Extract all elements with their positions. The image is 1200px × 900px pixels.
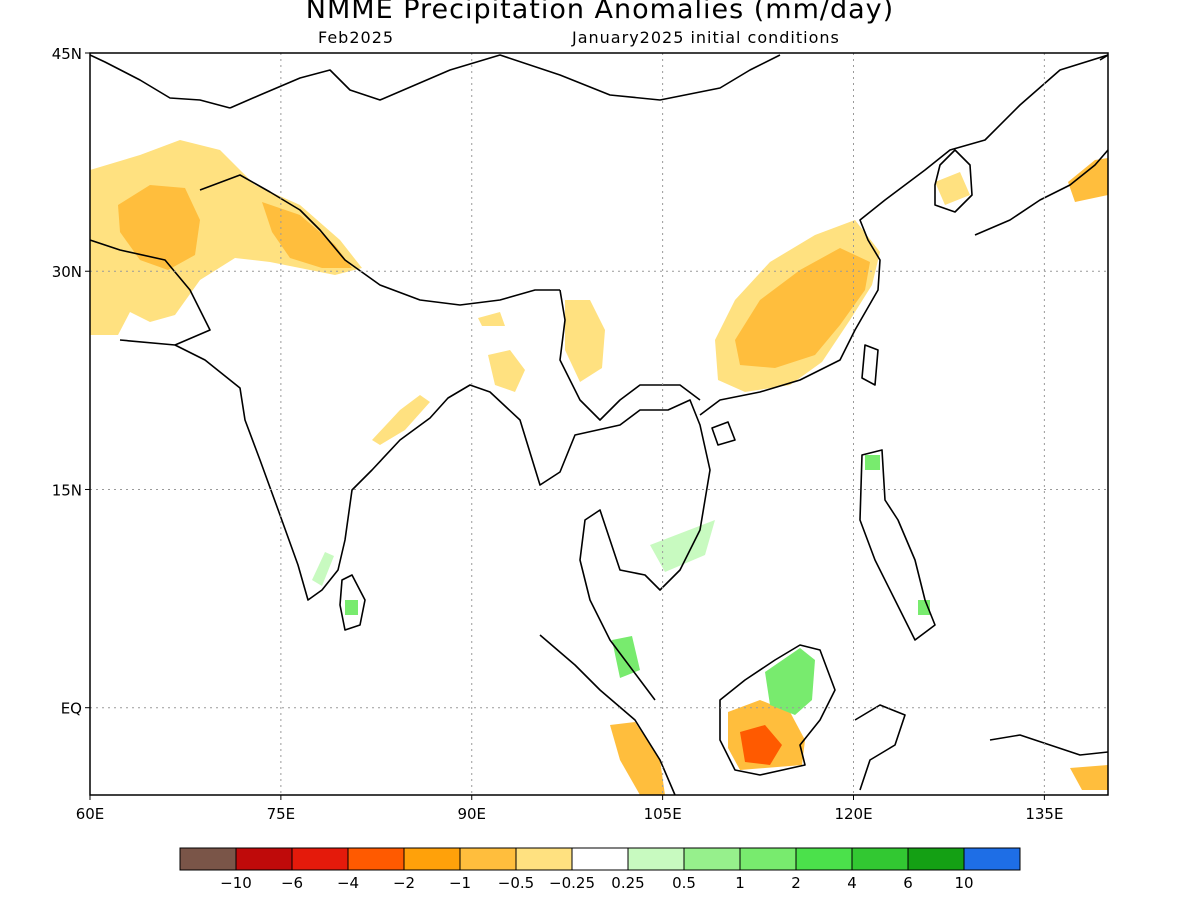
coastline-new-guinea <box>989 734 1108 756</box>
colorbar-label: −2 <box>393 874 415 892</box>
lon-tick-label: 75E <box>267 805 296 823</box>
wet-anomaly-borneo <box>765 648 815 715</box>
moderate-dry-anomaly-afghanistan <box>118 185 200 270</box>
coastline-india <box>119 339 711 701</box>
lon-tick-label: 105E <box>644 805 682 823</box>
colorbar-swatch <box>291 847 349 871</box>
dry-anomaly-bangladesh <box>488 350 525 392</box>
wet-anomaly-sri-lanka <box>345 600 358 615</box>
dry-anomaly-tibet <box>478 312 505 326</box>
colorbar-label: −4 <box>337 874 359 892</box>
colorbar-label: 1 <box>735 874 745 892</box>
dry-anomaly-sumatra <box>610 722 665 795</box>
colorbar-swatch <box>515 847 573 871</box>
coastline-sri-lanka <box>339 574 366 631</box>
colorbar-label: 10 <box>954 874 973 892</box>
colorbar-swatch <box>851 847 909 871</box>
dry-anomaly-korea <box>935 172 970 205</box>
colorbar-swatch <box>795 847 853 871</box>
colorbar-label: 6 <box>903 874 913 892</box>
lon-tick-label: 135E <box>1025 805 1063 823</box>
lat-tick-label: 30N <box>52 263 82 281</box>
map-title: NMME Precipitation Anomalies (mm/day) <box>305 0 895 25</box>
coastline-hainan <box>711 421 736 446</box>
colorbar-swatch <box>179 847 237 871</box>
coastlines <box>90 54 1108 795</box>
strong-dry-anomaly-borneo <box>740 725 782 765</box>
initial-conditions-label: January2025 initial conditions <box>572 28 840 47</box>
colorbar-swatch <box>683 847 741 871</box>
colorbar-swatch <box>571 847 629 871</box>
coastline-taiwan <box>861 344 879 386</box>
graticule <box>90 53 1108 795</box>
colorbar-swatch <box>963 847 1021 871</box>
colorbar-label: 2 <box>791 874 801 892</box>
coastline-korea <box>934 149 973 213</box>
colorbar-swatch <box>907 847 965 871</box>
colorbar-swatch <box>459 847 517 871</box>
colorbar-label: −6 <box>281 874 303 892</box>
coastline-china <box>699 54 1108 416</box>
moderate-dry-anomaly-north-india <box>262 202 352 268</box>
colorbar-swatch <box>739 847 797 871</box>
anomaly-shading <box>90 140 1108 795</box>
lon-tick-label: 60E <box>76 805 105 823</box>
colorbar-label: 0.25 <box>611 874 644 892</box>
colorbar: −10 −6 −4 −2 −1 −0.5 −0.25 0.25 0.5 1 2 4 6 10 <box>179 847 1021 892</box>
border-pakistan <box>90 239 211 346</box>
lon-tick-label: 120E <box>834 805 872 823</box>
coastline-borneo <box>719 644 836 776</box>
forecast-month: Feb2025 <box>318 28 395 47</box>
colorbar-label: −1 <box>449 874 471 892</box>
coastline-sulawesi <box>854 704 906 791</box>
border-west-china <box>229 54 781 109</box>
colorbar-label: −0.25 <box>549 874 595 892</box>
lat-tick-label: 45N <box>52 45 82 63</box>
dry-anomaly-japan <box>1068 158 1108 202</box>
dry-anomaly-east-india <box>372 395 430 445</box>
moderate-dry-anomaly-south-china <box>735 248 870 368</box>
colorbar-swatch <box>235 847 293 871</box>
colorbar-label: −0.5 <box>498 874 534 892</box>
border-indochina <box>559 289 701 421</box>
map-frame <box>89 52 1109 796</box>
coastline-sumatra <box>539 634 676 795</box>
lon-tick-label: 90E <box>457 805 486 823</box>
axis-tick-labels: 60E 75E 90E 105E 120E 135E 45N 30N 15N EQ <box>52 45 1064 823</box>
colorbar-swatch <box>627 847 685 871</box>
wet-anomaly-south-india <box>312 552 334 586</box>
wet-anomaly-philippines <box>865 455 880 470</box>
lat-tick-label: 15N <box>52 481 82 499</box>
wet-anomaly-malaysia <box>612 636 640 678</box>
border-himalaya <box>199 174 560 306</box>
colorbar-label: 4 <box>847 874 857 892</box>
colorbar-label: −10 <box>220 874 252 892</box>
colorbar-swatch <box>347 847 405 871</box>
dry-anomaly-myanmar <box>565 300 605 382</box>
coastline-philippines <box>859 449 936 641</box>
dry-anomaly-new-guinea <box>1070 765 1108 790</box>
colorbar-swatch <box>403 847 461 871</box>
coastline-japan <box>974 54 1108 236</box>
colorbar-label: 0.5 <box>672 874 696 892</box>
lat-tick-label: EQ <box>61 700 82 718</box>
coastline-arabia <box>90 54 231 109</box>
